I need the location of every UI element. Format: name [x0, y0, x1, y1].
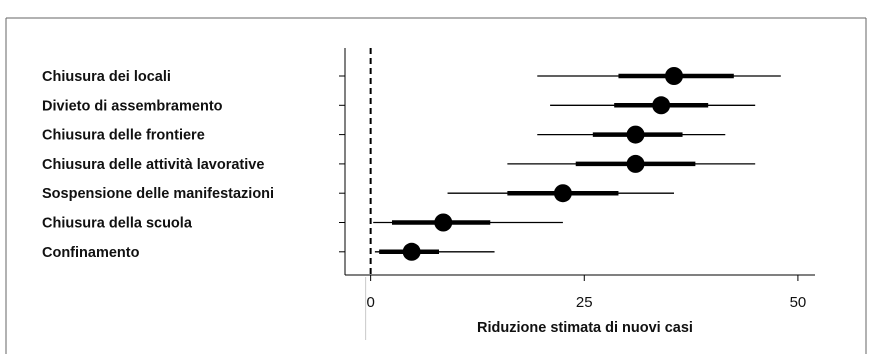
point-estimate	[434, 213, 453, 232]
category-labels: Chiusura dei locali Divieto di assembrame…	[42, 69, 274, 261]
x-axis: 0 25 50	[345, 274, 815, 311]
point-estimate	[652, 96, 671, 115]
reference-line-group	[365, 48, 372, 340]
category-label: Divieto di assembramento	[42, 98, 223, 114]
point-estimate	[626, 125, 645, 144]
category-label: Chiusura dei locali	[42, 69, 171, 85]
x-tick-label: 0	[366, 294, 374, 311]
point-estimate	[553, 184, 572, 203]
point-estimate	[665, 67, 683, 85]
category-label: Sospensione delle manifestazioni	[42, 186, 274, 202]
category-label: Chiusura della scuola	[42, 216, 193, 232]
category-label: Chiusura delle frontiere	[42, 128, 205, 144]
point-estimate	[402, 242, 421, 261]
interval-marks	[373, 67, 781, 261]
category-label: Chiusura delle attività lavorative	[42, 157, 264, 173]
y-axis	[339, 48, 346, 275]
x-tick-label: 25	[576, 294, 593, 311]
x-tick-label: 50	[790, 294, 807, 311]
point-estimate	[626, 154, 645, 173]
category-label: Confinamento	[42, 245, 140, 261]
x-axis-title: Riduzione stimata di nuovi casi	[477, 320, 693, 336]
